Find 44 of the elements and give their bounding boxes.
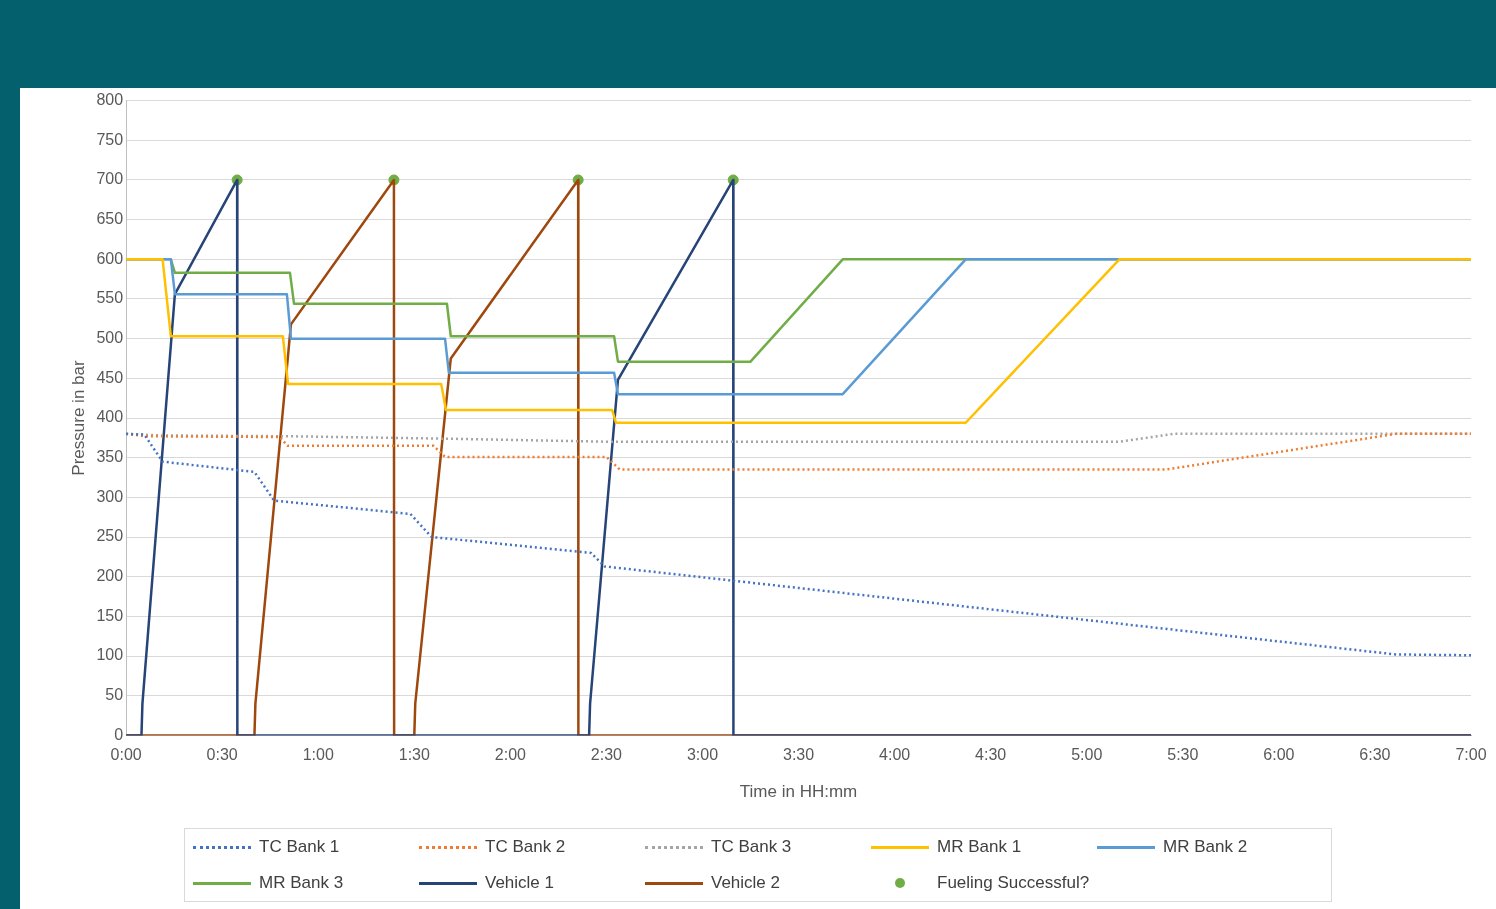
y-tick-label: 200 [96, 567, 124, 585]
x-tick-label: 2:30 [590, 746, 623, 764]
y-tick-label: 700 [96, 170, 124, 188]
y-tick-label: 600 [96, 249, 124, 267]
x-tick-label: 0:00 [110, 746, 142, 764]
y-tick-label: 100 [96, 646, 124, 664]
y-tick-label: 650 [96, 210, 124, 228]
legend-label: MR Bank 2 [1163, 837, 1248, 857]
y-tick-label: 150 [96, 606, 124, 624]
legend-label: TC Bank 2 [485, 837, 566, 857]
y-tick-label: 550 [96, 289, 124, 307]
y-tick-label: 500 [96, 329, 124, 347]
y-axis-title: Pressure in bar [68, 360, 88, 476]
y-tick-label: 0 [114, 725, 124, 743]
legend-label: Fueling Successful? [937, 873, 1090, 893]
y-tick-label: 800 [96, 91, 124, 109]
line-series [126, 432, 1471, 657]
x-tick-label: 7:00 [1455, 746, 1487, 764]
x-tick-label: 0:30 [206, 746, 238, 764]
y-tick-label: 450 [96, 368, 124, 386]
x-tick-label: 4:00 [879, 746, 911, 764]
x-tick-label: 5:30 [1167, 746, 1199, 764]
legend-label: Vehicle 1 [485, 873, 554, 893]
x-tick-label: 6:30 [1359, 746, 1391, 764]
legend-label: MR Bank 1 [937, 837, 1022, 857]
x-tick-label: 3:00 [686, 746, 719, 764]
legend-label: TC Bank 3 [711, 837, 792, 857]
y-tick-label: 350 [96, 448, 124, 466]
x-tick-label: 6:00 [1263, 746, 1295, 764]
y-tick-label: 400 [96, 408, 124, 426]
y-tick-label: 50 [105, 686, 124, 704]
y-tick-label: 250 [96, 527, 124, 545]
y-tick-label: 300 [96, 487, 124, 505]
legend-label: MR Bank 3 [259, 873, 344, 893]
y-tick-label: 750 [96, 130, 124, 148]
legend-label: Vehicle 2 [711, 873, 780, 893]
x-tick-label: 4:30 [975, 746, 1007, 764]
x-tick-label: 2:00 [494, 746, 527, 764]
x-axis-title: Time in HH:mm [739, 782, 858, 802]
x-tick-label: 5:00 [1071, 746, 1103, 764]
legend-label: TC Bank 1 [259, 837, 340, 857]
x-tick-label: 1:00 [302, 746, 334, 764]
x-tick-label: 3:30 [782, 746, 815, 764]
x-tick-label: 1:30 [398, 746, 430, 764]
